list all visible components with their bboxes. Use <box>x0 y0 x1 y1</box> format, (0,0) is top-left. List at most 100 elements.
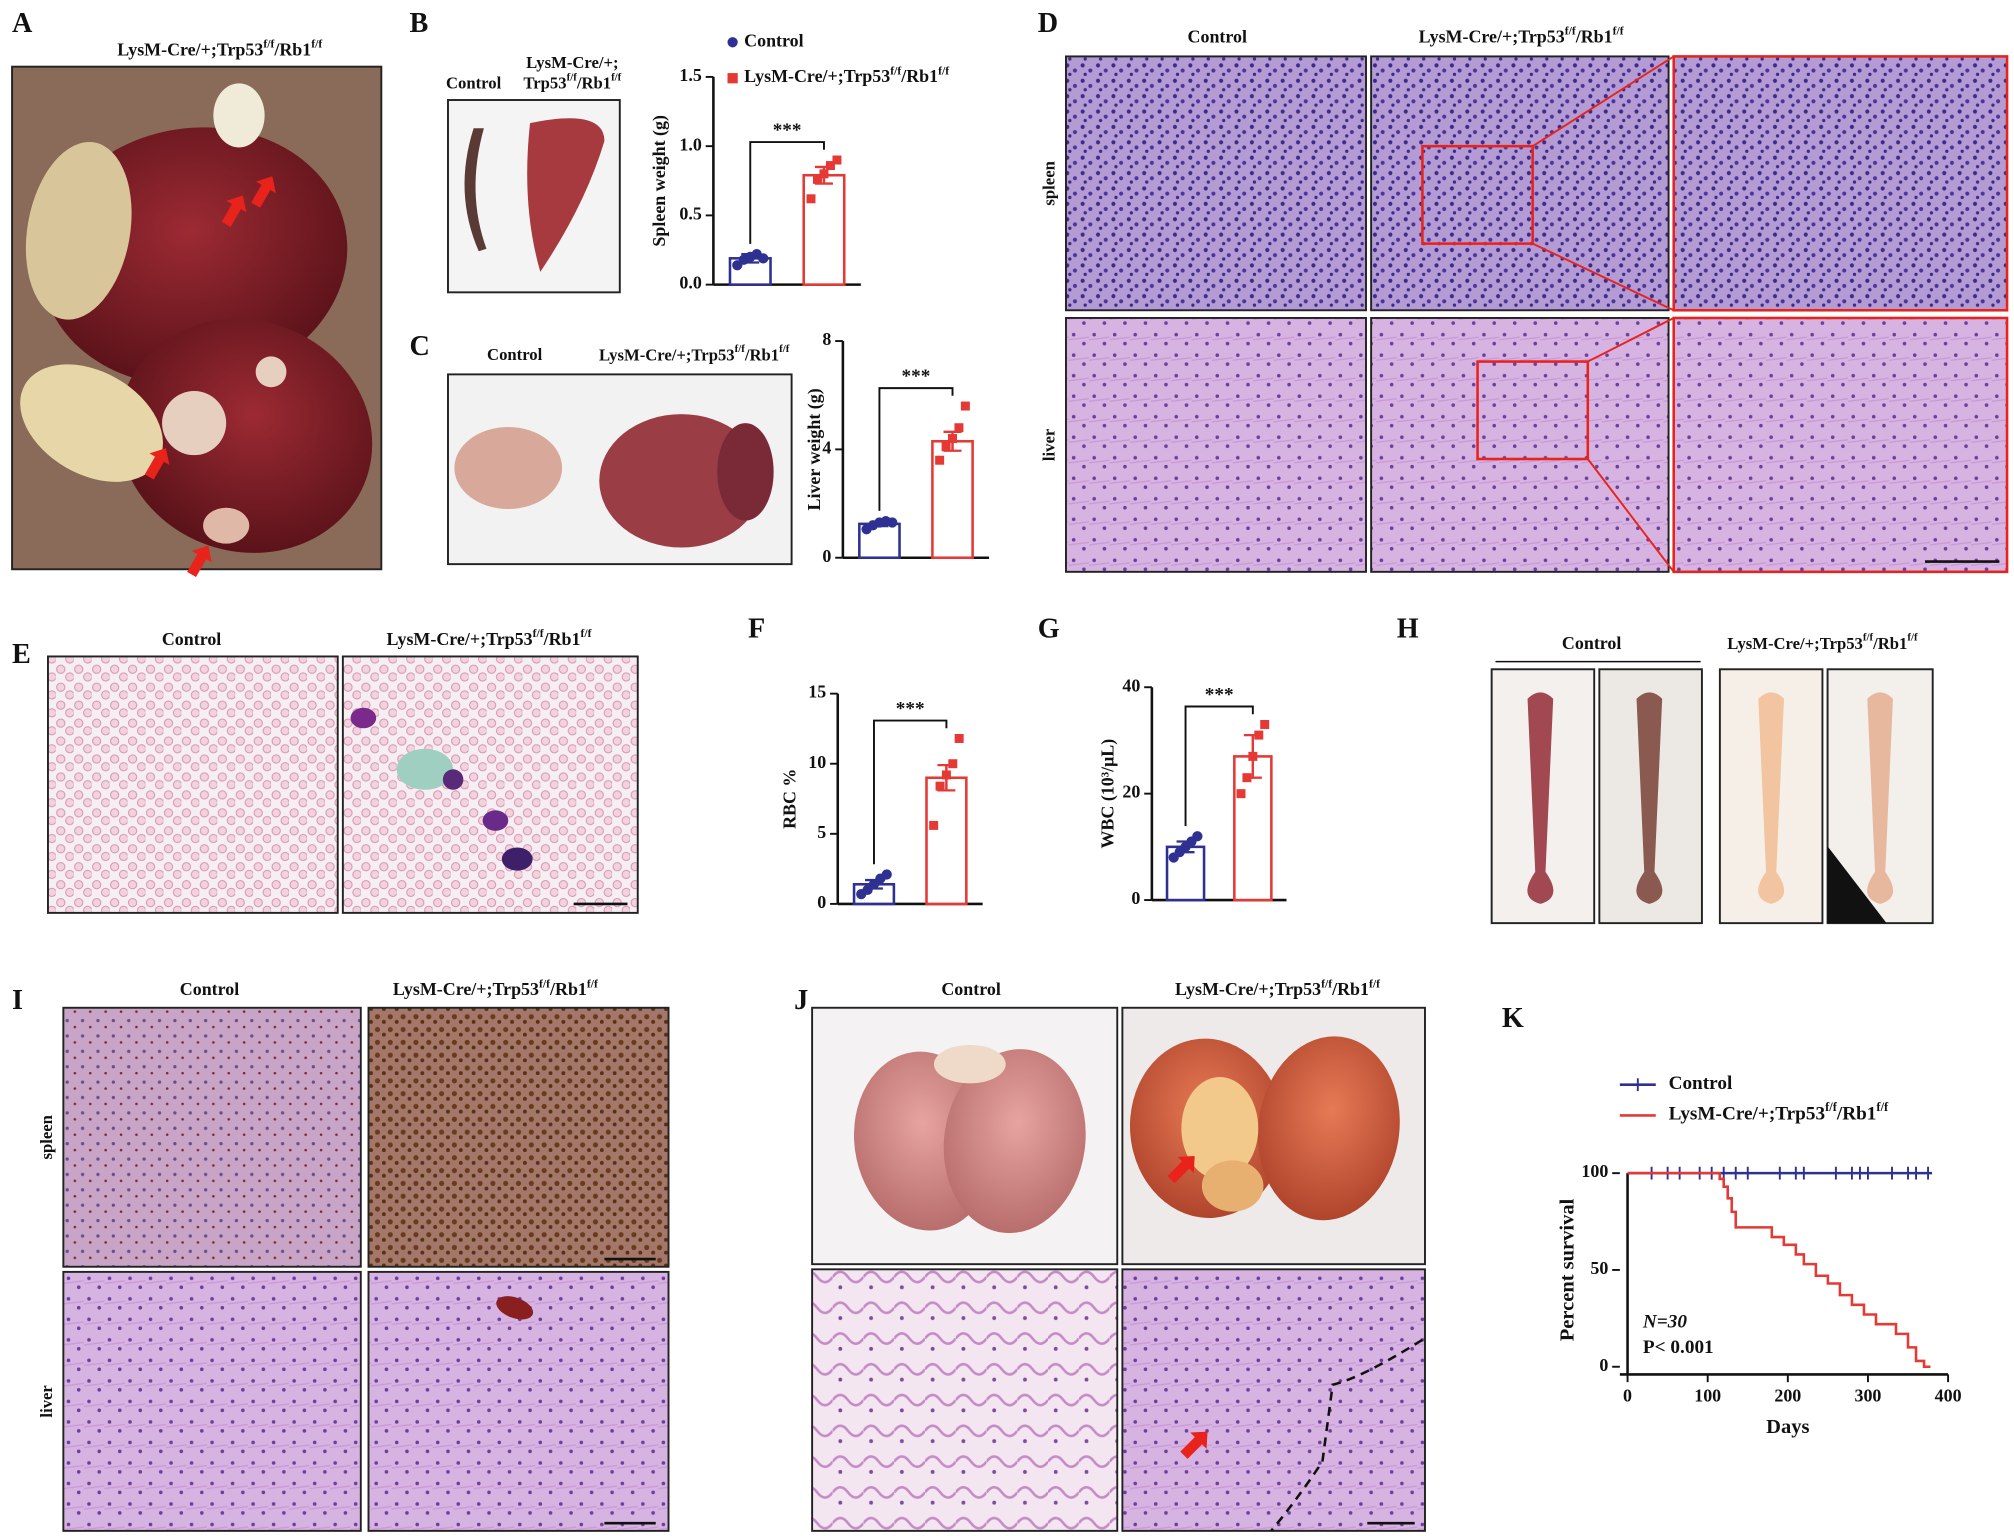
arrow <box>187 545 212 577</box>
annotation: N=30 <box>1642 1312 1687 1333</box>
line <box>1587 317 1675 363</box>
label-part: f/f <box>1863 632 1874 644</box>
data-point <box>825 161 835 171</box>
bar <box>925 776 968 906</box>
label-part: f/f <box>567 72 578 84</box>
data-point <box>887 517 898 528</box>
image-detail <box>482 810 509 831</box>
y-axis-label: Percent survival <box>1556 1198 1578 1341</box>
data-point <box>1248 751 1258 761</box>
label-part: LysM-Cre/+;Trp53 <box>744 66 890 86</box>
data-point <box>948 434 957 444</box>
data-point <box>929 820 939 830</box>
image <box>1370 55 1670 312</box>
genotype-label: LysM-Cre/+;Trp53f/f/Rb1f/f <box>1175 977 1380 999</box>
label: Control <box>941 979 1000 999</box>
significance-bracket <box>749 141 825 244</box>
y-tick-label: 0 <box>817 892 826 912</box>
label-part: /Rb1 <box>1331 979 1369 999</box>
data-point <box>1242 773 1252 783</box>
bone <box>1527 692 1554 904</box>
panel-label: C <box>410 331 430 362</box>
x-tick-label: 0 <box>1623 1386 1632 1406</box>
data-point <box>941 442 951 452</box>
y-tick-label: 20 <box>1122 782 1140 802</box>
image <box>1065 317 1367 573</box>
label-part: f/f <box>1876 1100 1889 1114</box>
label-part: f/f <box>311 37 322 50</box>
image <box>367 1006 670 1268</box>
label-part: f/f <box>890 64 901 77</box>
image <box>1672 316 2009 574</box>
genotype-label: LysM-Cre/+;Trp53f/f/Rb1f/f <box>599 344 790 365</box>
label: Control <box>446 73 502 92</box>
label-part: f/f <box>1565 24 1576 37</box>
arrow <box>1167 1155 1195 1184</box>
label-part: f/f <box>533 627 544 640</box>
image-detail <box>501 847 533 871</box>
y-tick-label: 5 <box>817 822 826 842</box>
zoom-box <box>1476 360 1590 461</box>
label-part: /Rb1 <box>1836 1104 1877 1125</box>
legend-label: Control <box>744 30 803 50</box>
y-tick-label: 10 <box>808 752 826 772</box>
image-detail <box>527 118 605 272</box>
data-point <box>881 869 892 880</box>
x-axis-label: Days <box>1766 1416 1809 1438</box>
image-detail <box>162 391 227 456</box>
label-part: LysM-Cre/+;Trp53 <box>1727 634 1863 653</box>
image-detail <box>1181 1076 1259 1180</box>
image-detail <box>1257 1036 1400 1221</box>
bone <box>1867 692 1894 904</box>
label: Control <box>180 979 239 999</box>
y-axis-label: Spleen weight (g) <box>649 115 670 247</box>
y-axis-label: WBC (10³/μL) <box>1098 739 1119 849</box>
legend-marker <box>727 37 738 48</box>
panel-label: H <box>1397 613 1419 644</box>
significance-label: *** <box>896 699 925 720</box>
significance-label: *** <box>902 366 931 387</box>
legend-label: LysM-Cre/+;Trp53f/f/Rb1f/f <box>744 64 949 86</box>
line <box>1532 242 1675 312</box>
y-axis-label: Liver weight (g) <box>804 388 825 510</box>
bone <box>1636 692 1663 904</box>
image-detail <box>203 507 250 544</box>
data-point <box>1254 730 1264 740</box>
label-part: LysM-Cre/+;Trp53 <box>1669 1104 1826 1125</box>
label: Control <box>162 629 221 649</box>
row-label: liver <box>1039 428 1058 461</box>
label-part: /Rb1 <box>273 39 311 59</box>
image-detail <box>933 1044 1006 1084</box>
data-point <box>935 455 945 465</box>
zoom-box <box>1421 144 1534 245</box>
y-tick-label: 0.5 <box>679 204 701 224</box>
data-point <box>758 253 769 264</box>
panel-label: D <box>1038 8 1058 39</box>
image <box>1672 55 2009 312</box>
x-tick-label: 400 <box>1935 1386 1962 1406</box>
boundary <box>1270 1338 1424 1532</box>
label-part: f/f <box>581 627 592 640</box>
y-tick-label: 8 <box>822 329 831 349</box>
image-detail <box>1827 846 1887 924</box>
data-point <box>954 423 964 433</box>
y-tick-label: 0.0 <box>679 273 701 293</box>
image <box>47 655 339 914</box>
y-tick-label: 0 <box>822 546 831 566</box>
y-tick-label: 40 <box>1122 675 1140 695</box>
label-part: f/f <box>779 344 790 356</box>
image-detail <box>717 423 774 521</box>
image <box>1370 317 1670 573</box>
significance-label: *** <box>1205 685 1234 706</box>
image-detail <box>20 364 163 482</box>
data-point <box>1192 831 1203 842</box>
data-point <box>832 155 842 165</box>
label-part: /Rb1 <box>1575 27 1613 47</box>
y-axis-label: RBC % <box>780 769 800 829</box>
label: Control <box>1562 633 1621 653</box>
genotype-label: LysM-Cre/+;Trp53f/f/Rb1f/f <box>387 627 592 649</box>
data-point <box>1260 719 1270 729</box>
image <box>811 1268 1119 1532</box>
label-part: LysM-Cre/+;Trp53 <box>599 345 735 364</box>
data-point <box>948 759 958 769</box>
